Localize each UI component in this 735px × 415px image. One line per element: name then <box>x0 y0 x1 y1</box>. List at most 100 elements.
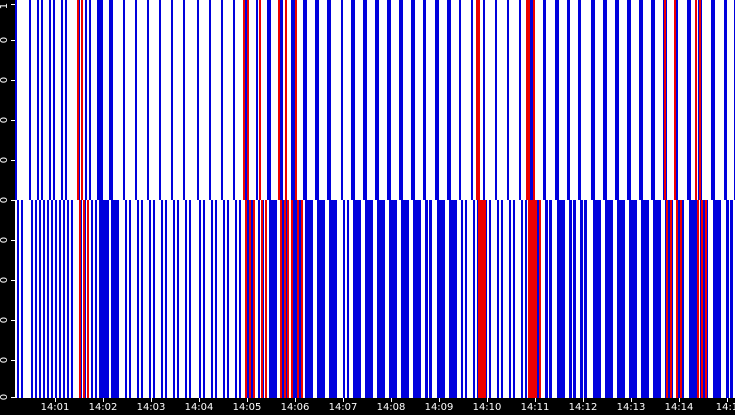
event-line <box>437 200 439 398</box>
event-line <box>285 200 287 398</box>
event-line <box>534 200 536 398</box>
event-line <box>47 200 49 398</box>
event-line <box>39 200 41 398</box>
x-tick <box>199 398 200 402</box>
event-line <box>87 200 89 398</box>
event-line <box>83 200 85 398</box>
event-line <box>245 0 247 200</box>
event-line <box>699 0 701 200</box>
event-line <box>84 200 86 398</box>
event-line <box>605 200 607 398</box>
event-line <box>557 200 559 398</box>
event-line <box>619 200 621 398</box>
event-line <box>381 200 383 398</box>
event-line <box>71 200 73 398</box>
event-line <box>700 0 702 200</box>
event-line <box>321 200 323 398</box>
event-line <box>278 0 280 200</box>
event-line <box>153 200 155 398</box>
event-line <box>451 200 453 398</box>
event-line <box>449 200 451 398</box>
event-line <box>371 200 373 398</box>
event-line <box>407 200 409 398</box>
event-line <box>478 200 480 398</box>
event-line <box>29 0 31 200</box>
event-line <box>655 200 657 398</box>
event-line <box>629 200 631 398</box>
event-line <box>519 0 521 200</box>
event-line <box>365 200 367 398</box>
event-line <box>403 200 405 398</box>
event-line <box>319 200 321 398</box>
event-line <box>706 200 708 398</box>
event-line <box>284 200 286 398</box>
event-line <box>441 200 443 398</box>
event-line <box>611 200 613 398</box>
event-line <box>439 200 441 398</box>
event-line <box>61 0 63 200</box>
event-line <box>365 0 367 200</box>
event-line <box>41 0 43 200</box>
event-line <box>111 0 113 200</box>
event-line <box>521 200 523 398</box>
event-line <box>379 200 381 398</box>
event-line <box>117 200 119 398</box>
event-line <box>530 0 532 200</box>
event-line <box>419 200 421 398</box>
event-line <box>279 0 281 200</box>
event-line <box>593 0 595 200</box>
event-line <box>375 0 377 200</box>
event-line <box>329 0 331 200</box>
event-line <box>199 200 201 398</box>
event-line <box>665 0 667 200</box>
event-line <box>671 200 673 398</box>
x-tick <box>295 398 296 402</box>
y-tick <box>11 80 15 81</box>
event-line <box>280 200 282 398</box>
event-line <box>389 200 391 398</box>
x-tick-label: 14:05 <box>232 402 262 413</box>
event-line <box>550 200 552 398</box>
y-tick <box>11 160 15 161</box>
event-line <box>667 200 669 398</box>
event-line <box>305 200 307 398</box>
event-line <box>197 0 199 200</box>
event-line <box>317 0 319 200</box>
y-tick <box>11 240 15 241</box>
event-line <box>105 200 107 398</box>
event-line <box>53 0 55 200</box>
event-line <box>31 200 33 398</box>
event-line <box>343 200 345 398</box>
event-line <box>81 0 83 200</box>
event-line <box>581 200 583 398</box>
event-line <box>669 200 671 398</box>
event-line <box>633 200 635 398</box>
event-line <box>569 200 571 398</box>
event-line <box>203 200 205 398</box>
event-line <box>49 0 51 200</box>
x-tick-label: 14:03 <box>136 402 166 413</box>
event-line <box>676 0 678 200</box>
event-line <box>471 0 473 200</box>
event-line <box>449 0 451 200</box>
event-line <box>109 0 111 200</box>
event-line <box>261 200 263 398</box>
event-line <box>113 200 115 398</box>
event-line <box>103 200 105 398</box>
event-line <box>287 200 289 398</box>
x-tick <box>103 398 104 402</box>
event-line <box>693 200 695 398</box>
event-line <box>141 200 143 398</box>
event-line <box>715 200 717 398</box>
event-line <box>478 0 480 200</box>
x-tick <box>247 398 248 402</box>
event-line <box>465 200 467 398</box>
event-line <box>353 0 355 200</box>
x-tick-label: 14:14 <box>664 402 694 413</box>
event-line <box>267 0 269 200</box>
event-line <box>245 200 247 398</box>
event-line <box>485 200 487 398</box>
event-line <box>315 0 317 200</box>
event-line <box>411 0 413 200</box>
event-line <box>473 200 475 398</box>
